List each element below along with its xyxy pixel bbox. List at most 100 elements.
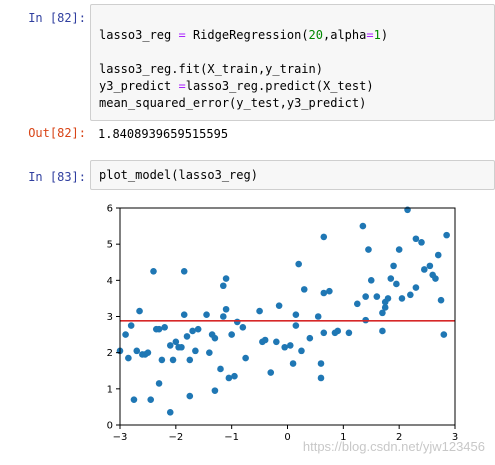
data-point (242, 354, 249, 362)
code-line-2: lasso3_reg.fit(X_train,y_train) (99, 62, 323, 76)
data-point (359, 222, 367, 230)
data-point (300, 286, 308, 293)
data-point (379, 327, 386, 335)
data-point (306, 334, 314, 342)
data-point (158, 356, 166, 364)
watermark: https://blog.csdn.net/yjw123456 (302, 439, 485, 454)
data-point (314, 313, 322, 320)
data-point (256, 307, 263, 315)
data-point (233, 318, 241, 326)
axes-frame (119, 207, 456, 426)
data-point (172, 338, 180, 346)
data-point (420, 266, 428, 273)
data-point (239, 324, 247, 331)
data-point (434, 251, 442, 259)
data-point (362, 293, 369, 300)
y-tick-label: 3 (107, 312, 113, 323)
data-point (418, 239, 425, 246)
in-prompt-82: In [82]: (28, 11, 86, 25)
cell-82-output: Out[82]: 1.8408939659515595 (0, 124, 495, 146)
data-point (387, 275, 395, 282)
data-point (407, 291, 414, 299)
data-point (320, 329, 328, 337)
data-point (320, 289, 328, 297)
x-tick-label: 0 (284, 432, 290, 443)
data-point (345, 329, 353, 337)
in-prompt-83: In [83]: (28, 170, 86, 184)
data-point (267, 369, 275, 376)
data-point (178, 343, 185, 351)
data-point (295, 260, 302, 268)
x-tick-label: 2 (396, 432, 402, 443)
output-value-82: 1.8408939659515595 (98, 127, 229, 141)
data-point (373, 293, 381, 300)
code-editor-83[interactable]: plot_model(lasso3_reg) (90, 160, 495, 190)
data-point (222, 305, 230, 313)
data-point (390, 262, 397, 270)
data-point (398, 295, 406, 302)
data-point (440, 331, 448, 338)
code-line-4: mean_squared_error(y_test,y3_predict) (99, 96, 367, 110)
data-point (393, 280, 400, 288)
data-point (437, 296, 445, 304)
data-point (192, 347, 199, 355)
data-point (292, 311, 300, 318)
x-tick-label: −3 (113, 432, 128, 443)
data-point (217, 365, 224, 373)
cell-83-input[interactable]: In [83]: plot_model(lasso3_reg) (0, 160, 495, 190)
data-point (166, 409, 174, 416)
data-point (231, 372, 238, 380)
y-tick-label: 4 (107, 276, 113, 287)
scatter-plot: −3 −2 −1 0 1 2 3 0 1 2 3 4 5 6 (107, 204, 459, 444)
code-line-83: plot_model(lasso3_reg) (99, 168, 258, 182)
data-point (155, 325, 163, 333)
data-point (219, 313, 227, 320)
data-point (367, 277, 375, 284)
data-point (144, 349, 152, 356)
data-point (317, 360, 325, 367)
data-point (206, 349, 213, 356)
data-point (326, 287, 333, 295)
data-point (194, 325, 202, 333)
data-point (289, 360, 297, 367)
data-point (412, 235, 420, 243)
data-point (381, 304, 389, 311)
data-point (166, 342, 174, 349)
data-point (320, 233, 328, 241)
data-point (169, 356, 177, 364)
data-point (186, 356, 194, 364)
y-tick-label: 0 (107, 421, 113, 432)
x-tick-label: −1 (224, 432, 239, 443)
data-point (225, 374, 233, 382)
y-tick-label: 6 (107, 204, 113, 215)
data-point (404, 206, 411, 214)
data-point (211, 387, 219, 394)
data-point (432, 275, 439, 282)
data-point (127, 322, 135, 329)
data-point (136, 307, 143, 315)
data-point (273, 338, 280, 346)
data-point (228, 331, 235, 338)
data-point (292, 322, 300, 329)
cell-82-input[interactable]: In [82]: lasso3_reg = RidgeRegression(20… (0, 4, 495, 121)
x-tick-label: 3 (452, 432, 458, 443)
data-point (203, 311, 210, 318)
data-point (125, 354, 132, 362)
y-tick-label: 1 (107, 384, 113, 395)
data-point (133, 347, 141, 355)
code-editor-82[interactable]: lasso3_reg = RidgeRegression(20,alpha=1)… (90, 4, 495, 121)
data-point (353, 300, 361, 308)
data-point (275, 302, 283, 309)
data-point (150, 267, 157, 275)
code-line-1: lasso3_reg = RidgeRegression(20,alpha=1) (99, 28, 389, 42)
x-tick-label: −2 (168, 432, 183, 443)
data-point (211, 334, 219, 342)
data-point (286, 342, 294, 349)
y-tick-label: 5 (107, 240, 113, 251)
y-tick-label: 2 (107, 348, 113, 359)
data-point (219, 282, 227, 290)
x-tick-label: 1 (340, 432, 346, 443)
data-point (189, 327, 196, 335)
data-point (180, 311, 188, 318)
data-point (443, 231, 450, 239)
